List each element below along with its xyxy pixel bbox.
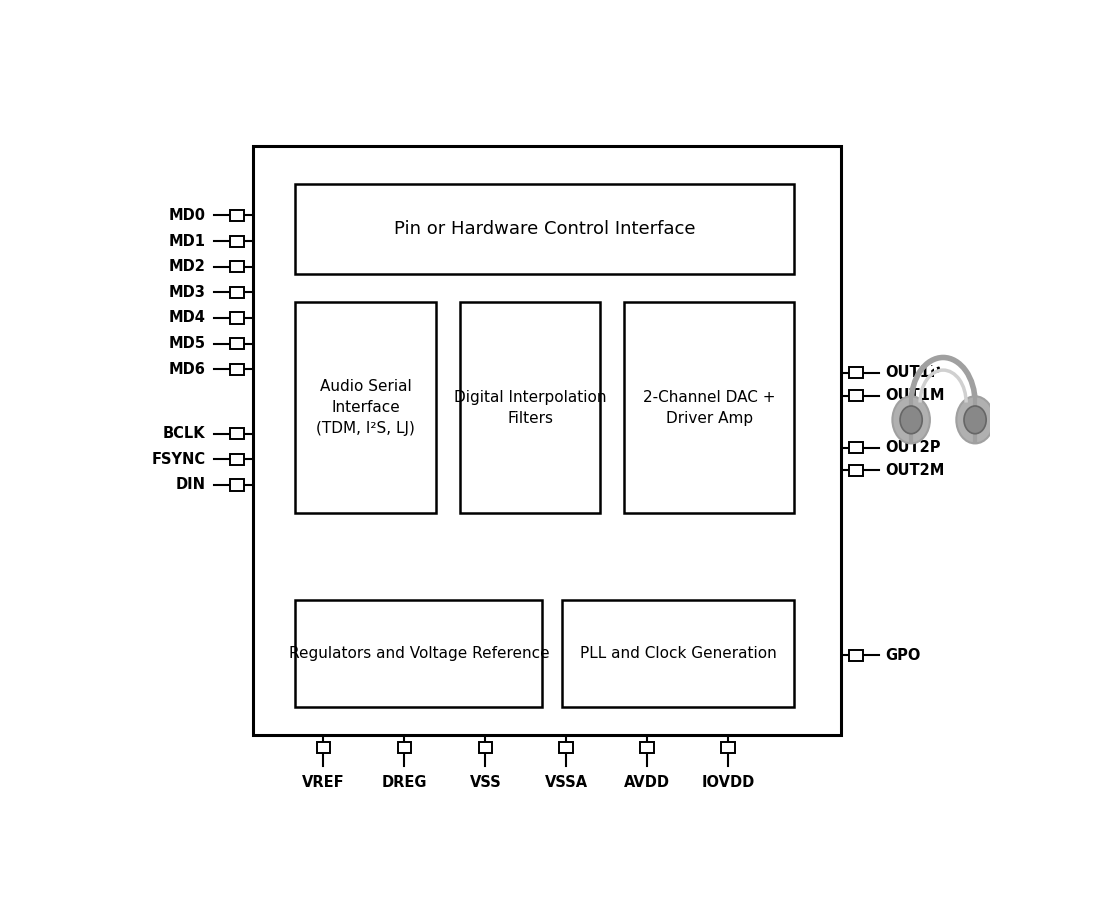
Text: AVDD: AVDD [625, 776, 670, 790]
Bar [230, 428, 244, 439]
Text: IOVDD: IOVDD [702, 776, 755, 790]
Text: MD6: MD6 [168, 362, 206, 377]
Bar [230, 338, 244, 349]
Bar [849, 650, 864, 661]
Bar [722, 742, 735, 753]
Bar [640, 742, 654, 753]
Bar [849, 367, 864, 378]
Text: MD1: MD1 [168, 234, 206, 248]
Bar [849, 465, 864, 476]
Text: Digital Interpolation
Filters: Digital Interpolation Filters [454, 390, 606, 426]
Bar [849, 390, 864, 401]
Bar [230, 312, 244, 323]
Text: 2-Channel DAC +
Driver Amp: 2-Channel DAC + Driver Amp [642, 390, 776, 426]
Bar [230, 480, 244, 491]
Text: Pin or Hardware Control Interface: Pin or Hardware Control Interface [394, 220, 695, 238]
Text: MD5: MD5 [168, 336, 206, 351]
Ellipse shape [900, 406, 922, 434]
Text: OUT1P: OUT1P [886, 365, 940, 380]
Text: OUT2M: OUT2M [886, 463, 945, 478]
Text: MD3: MD3 [168, 284, 206, 300]
Bar [295, 302, 436, 513]
Bar [230, 454, 244, 465]
Text: VSSA: VSSA [544, 776, 587, 790]
Bar [295, 600, 542, 707]
Text: VREF: VREF [302, 776, 344, 790]
Text: FSYNC: FSYNC [152, 452, 206, 467]
Text: DREG: DREG [382, 776, 427, 790]
Bar [460, 302, 601, 513]
Text: PLL and Clock Generation: PLL and Clock Generation [580, 646, 777, 662]
Text: Audio Serial
Interface
(TDM, I²S, LJ): Audio Serial Interface (TDM, I²S, LJ) [316, 379, 415, 436]
Bar [397, 742, 411, 753]
Text: MD2: MD2 [168, 259, 206, 274]
Bar [295, 184, 794, 274]
Text: MD4: MD4 [168, 310, 206, 326]
Bar [317, 742, 330, 753]
Bar [478, 742, 492, 753]
Bar [849, 442, 864, 453]
Text: OUT1M: OUT1M [886, 388, 945, 403]
Bar [230, 261, 244, 272]
Text: BCLK: BCLK [163, 427, 206, 441]
Bar [230, 210, 244, 221]
Bar [230, 364, 244, 374]
Bar [625, 302, 794, 513]
Text: VSS: VSS [470, 776, 502, 790]
Ellipse shape [892, 396, 929, 444]
Bar [230, 287, 244, 298]
Text: Regulators and Voltage Reference: Regulators and Voltage Reference [288, 646, 549, 662]
Bar [560, 742, 573, 753]
Ellipse shape [964, 406, 987, 434]
Text: OUT2P: OUT2P [886, 440, 940, 455]
Bar [253, 146, 840, 735]
Text: MD0: MD0 [168, 208, 206, 223]
Text: GPO: GPO [886, 648, 921, 663]
Ellipse shape [956, 396, 993, 444]
Text: DIN: DIN [176, 478, 206, 492]
Bar [562, 600, 794, 707]
Bar [230, 236, 244, 247]
